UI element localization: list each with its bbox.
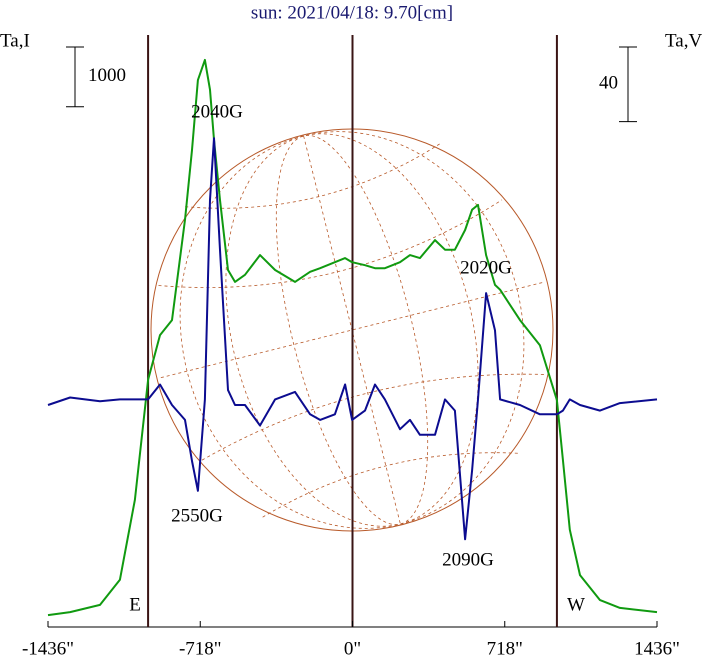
x-tick-label: -1436" bbox=[22, 638, 74, 659]
scale-bar-label: 40 bbox=[599, 73, 618, 94]
annotation: 2550G bbox=[171, 505, 223, 526]
series-line bbox=[47, 58, 658, 617]
annotation: E bbox=[129, 594, 141, 615]
annotation: 2040G bbox=[191, 101, 243, 122]
scale-bar-label: 1000 bbox=[88, 65, 126, 86]
x-tick-label: -718" bbox=[179, 638, 222, 659]
annotation: 2090G bbox=[442, 549, 494, 570]
x-tick-label: 718" bbox=[487, 638, 523, 659]
x-tick-label: 1436" bbox=[634, 638, 680, 659]
y2-axis-label: Ta,V bbox=[665, 30, 702, 51]
y-axis-label: Ta,I bbox=[0, 30, 30, 51]
series-line bbox=[47, 137, 658, 541]
annotation: 2020G bbox=[460, 257, 512, 278]
chart-title: sun: 2021/04/18: 9.70[cm] bbox=[251, 2, 453, 23]
annotation: W bbox=[567, 594, 585, 615]
x-tick-label: 0" bbox=[344, 638, 361, 659]
